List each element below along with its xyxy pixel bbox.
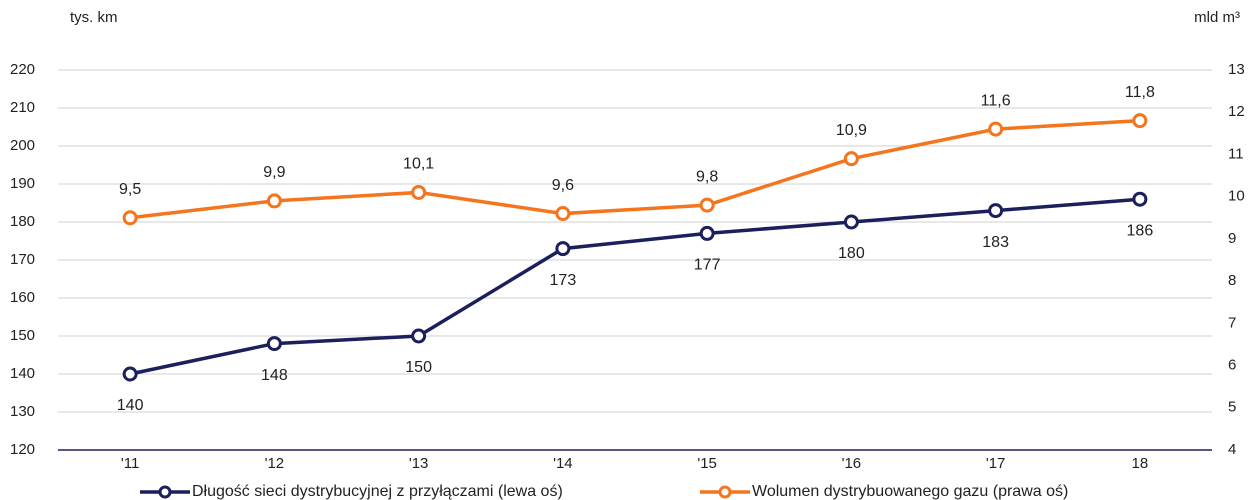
- y-tick-label: 120: [10, 441, 35, 458]
- y2-tick-label: 8: [1228, 272, 1236, 289]
- data-label: 10,9: [836, 122, 867, 139]
- y-axis-label: tys. km: [70, 9, 118, 26]
- x-tick-label: 18: [1132, 455, 1149, 472]
- data-label: 9,6: [552, 177, 574, 194]
- data-label: 150: [405, 359, 432, 376]
- x-tick-label: '16: [842, 455, 862, 472]
- point: [699, 225, 715, 241]
- x-tick-label: '12: [265, 455, 285, 472]
- y2-tick-label: 12: [1228, 103, 1245, 120]
- point: [555, 206, 571, 222]
- data-label: 9,9: [263, 164, 285, 181]
- y2-tick-label: 13: [1228, 61, 1245, 78]
- y2-tick-label: 10: [1228, 188, 1245, 205]
- legend-label: Długość sieci dystrybucyjnej z przyłącza…: [192, 483, 563, 500]
- y-tick-label: 180: [10, 213, 35, 230]
- y-tick-label: 140: [10, 365, 35, 382]
- y2-tick-label: 11: [1228, 145, 1244, 162]
- data-label: 186: [1127, 222, 1154, 239]
- y2-tick-label: 4: [1228, 441, 1236, 458]
- legend-marker: [718, 485, 732, 499]
- point: [411, 184, 427, 200]
- y-tick-label: 150: [10, 327, 35, 344]
- data-label: 9,8: [696, 168, 718, 185]
- data-label: 9,5: [119, 181, 141, 198]
- y2-tick-label: 6: [1228, 357, 1236, 374]
- point: [555, 241, 571, 257]
- x-tick-label: '13: [409, 455, 429, 472]
- y-tick-label: 220: [10, 61, 35, 78]
- point: [988, 203, 1004, 219]
- data-label: 180: [838, 245, 865, 262]
- data-label: 140: [117, 397, 144, 414]
- point: [266, 193, 282, 209]
- x-tick-label: '17: [986, 455, 1006, 472]
- series-line: [129, 118, 1140, 220]
- data-label: 148: [261, 367, 288, 384]
- data-label: 183: [982, 234, 1009, 251]
- x-tick-label: '14: [553, 455, 573, 472]
- point: [266, 336, 282, 352]
- x-tick-label: '11: [121, 455, 139, 472]
- data-label: 177: [694, 257, 721, 274]
- point: [122, 210, 138, 226]
- y-tick-label: 200: [10, 137, 35, 154]
- y2-tick-label: 7: [1228, 314, 1236, 331]
- y-tick-label: 210: [10, 99, 35, 116]
- series-line: [129, 197, 1141, 376]
- legend-label: Wolumen dystrybuowanego gazu (prawa oś): [752, 483, 1068, 500]
- y2-axis-label: mld m³: [1194, 9, 1240, 26]
- point: [843, 151, 859, 167]
- y-tick-label: 130: [10, 403, 35, 420]
- data-label: 11,6: [981, 92, 1011, 109]
- data-label: 11,8: [1125, 84, 1155, 101]
- point: [1132, 191, 1148, 207]
- y2-tick-label: 9: [1228, 230, 1236, 247]
- y2-tick-label: 5: [1228, 399, 1236, 416]
- y-tick-label: 190: [10, 175, 35, 192]
- point: [411, 328, 427, 344]
- point: [988, 121, 1004, 137]
- data-label: 10,1: [403, 156, 434, 173]
- point: [1132, 113, 1148, 129]
- legend-marker: [158, 485, 172, 499]
- x-tick-label: '15: [697, 455, 717, 472]
- point: [122, 366, 138, 382]
- y-tick-label: 170: [10, 251, 35, 268]
- data-label: 173: [550, 272, 577, 289]
- y-tick-label: 160: [10, 289, 35, 306]
- point: [699, 197, 715, 213]
- point: [843, 214, 859, 230]
